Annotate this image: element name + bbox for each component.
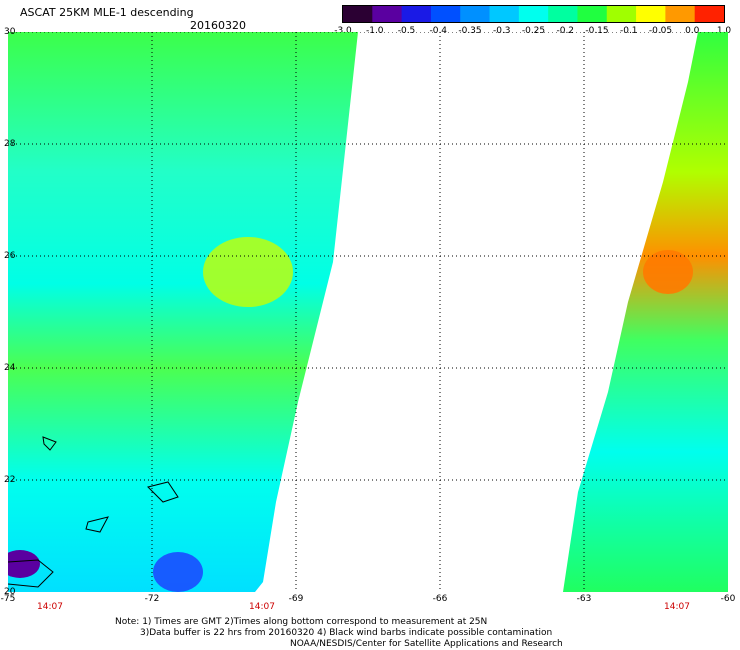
y-tick-label: 20 xyxy=(4,587,16,597)
color-scale-label: -0.5 xyxy=(397,26,416,36)
color-scale-label: -1.0 xyxy=(365,26,384,36)
note-line-1: Note: 1) Times are GMT 2)Times along bot… xyxy=(115,617,488,627)
color-scale-swatch xyxy=(489,6,520,22)
x-tick-label: -60 xyxy=(720,594,736,604)
east-orange-patch xyxy=(643,250,693,294)
color-scale-swatch xyxy=(343,6,373,22)
color-scale-swatch xyxy=(606,6,637,22)
x-tick-label: -72 xyxy=(144,594,160,604)
color-scale-label: -0.3 xyxy=(492,26,511,36)
color-scale-swatch xyxy=(665,6,696,22)
color-scale-label: -0.15 xyxy=(585,26,609,36)
color-scale-swatch xyxy=(372,6,403,22)
map-date: 20160320 xyxy=(190,19,246,32)
time-label: 14:07 xyxy=(249,602,275,612)
color-scale-label: -3.0 xyxy=(334,26,352,36)
color-scale-swatch xyxy=(577,6,608,22)
x-tick-label: -63 xyxy=(576,594,592,604)
color-scale-swatch xyxy=(548,6,578,22)
color-scale-label: -0.4 xyxy=(429,26,448,36)
x-tick-label: -69 xyxy=(288,594,304,604)
map-title: ASCAT 25KM MLE-1 descending xyxy=(20,6,194,19)
map-plot xyxy=(8,32,728,592)
x-tick-label: -75 xyxy=(0,594,16,604)
note-line-3: NOAA/NESDIS/Center for Satellite Applica… xyxy=(290,639,563,649)
color-scale-label: 0.0 xyxy=(685,26,700,36)
color-scale-label: -0.2 xyxy=(556,26,575,36)
color-scale-swatch xyxy=(518,6,549,22)
west-swath xyxy=(8,32,358,592)
x-tick-label: -66 xyxy=(432,594,448,604)
color-scale-label: -0.05 xyxy=(648,26,673,36)
color-scale-label: 1.0 xyxy=(716,26,732,36)
y-tick-label: 30 xyxy=(4,27,16,37)
color-scale-swatch xyxy=(636,6,666,22)
east-swath xyxy=(563,32,728,592)
color-scale-label: -0.1 xyxy=(619,26,638,36)
coastline xyxy=(8,436,179,588)
y-tick-label: 28 xyxy=(4,139,16,149)
color-scale-swatch xyxy=(694,6,724,22)
color-scale-swatch xyxy=(430,6,461,22)
time-label: 14:07 xyxy=(664,602,690,612)
color-scale-label: -0.25 xyxy=(521,26,546,36)
grid xyxy=(8,32,728,592)
west-yellow-patch xyxy=(203,237,293,307)
color-scale-label: -0.35 xyxy=(458,26,482,36)
y-tick-label: 26 xyxy=(4,251,16,261)
west-blue-patch xyxy=(153,552,203,592)
color-scale-swatch xyxy=(460,6,491,22)
note-line-2: 3)Data buffer is 22 hrs from 20160320 4)… xyxy=(140,628,553,638)
y-tick-label: 24 xyxy=(4,363,16,373)
west-purple-patch xyxy=(8,550,40,578)
color-scale-swatch xyxy=(401,6,432,22)
y-tick-label: 22 xyxy=(4,475,16,485)
time-label: 14:07 xyxy=(37,602,63,612)
color-scale-bar xyxy=(342,5,725,23)
